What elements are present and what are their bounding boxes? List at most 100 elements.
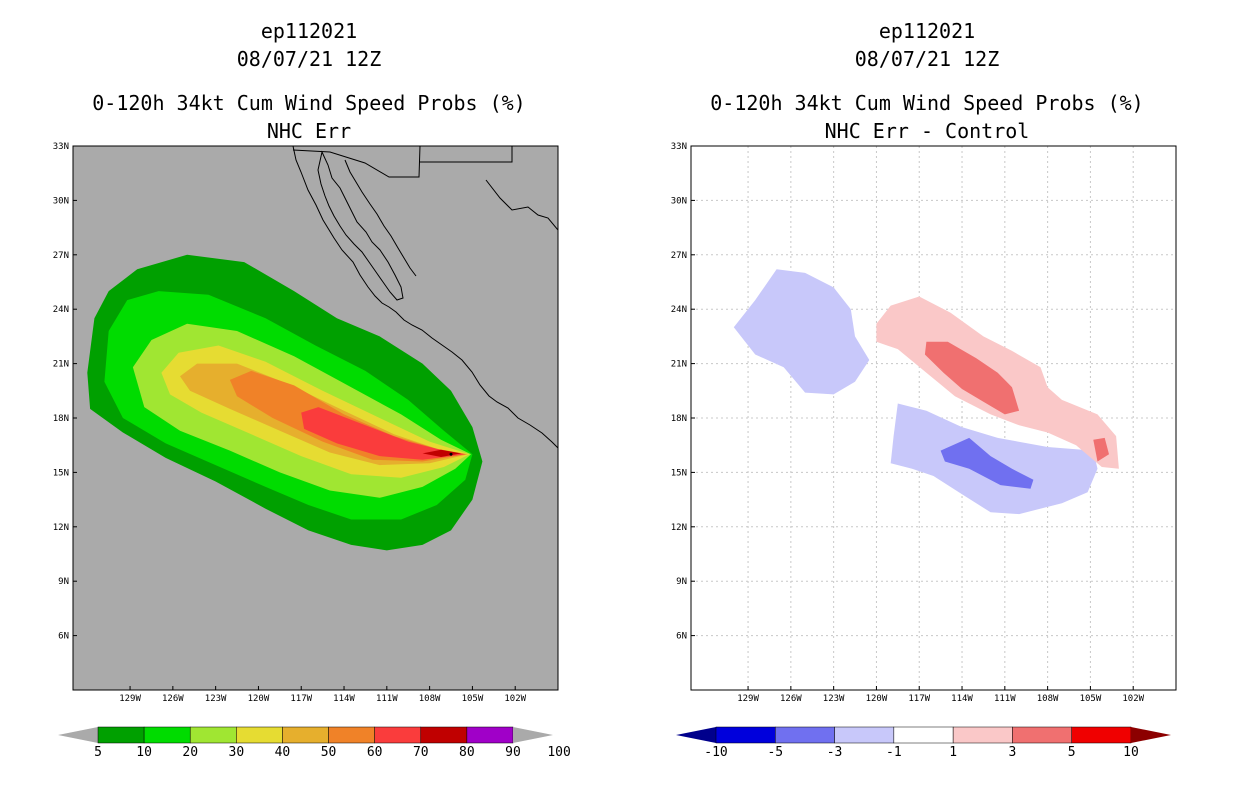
- right-x-tick-label: 111W: [994, 694, 1016, 704]
- right-colorbar-label: -3: [827, 745, 843, 760]
- left-colorbar-segment: [143, 726, 191, 744]
- right-x-tick-label: 126W: [780, 694, 802, 704]
- left-x-tick-label: 123W: [205, 694, 227, 704]
- left-y-axis-ticks: 33N 30N 27N 24N 21N 18N 15N 12N 9N 6N: [53, 142, 77, 642]
- left-y-tick-label: 24N: [53, 305, 69, 315]
- right-panel: ep112021 08/07/21 12Z 0-120h 34kt Cum Wi…: [671, 19, 1177, 760]
- left-colorbar-segment: [189, 726, 237, 744]
- right-y-tick-label: 15N: [671, 468, 687, 478]
- right-x-tick-label: 120W: [866, 694, 888, 704]
- right-y-tick-label: 30N: [671, 196, 687, 206]
- right-colorbar-label: 5: [1068, 745, 1076, 760]
- left-colorbar-label: 40: [275, 745, 291, 760]
- left-colorbar-over-triangle: [513, 727, 553, 743]
- left-colorbar-label: 50: [321, 745, 337, 760]
- left-colorbar-segment: [328, 726, 375, 744]
- left-x-tick-label: 105W: [462, 694, 484, 704]
- left-coast-texas: [485, 179, 558, 231]
- right-difference-fills: [733, 269, 1119, 515]
- left-y-tick-label: 9N: [58, 577, 69, 587]
- left-y-tick-label: 12N: [53, 523, 69, 533]
- right-colorbar-over-triangle: [1131, 727, 1171, 743]
- left-colorbar-segment: [466, 726, 514, 744]
- right-colorbar-segment: [893, 726, 954, 744]
- right-x-tick-label: 108W: [1037, 694, 1059, 704]
- left-storm-center-marker: [449, 452, 453, 456]
- left-colorbar-segment: [374, 726, 422, 744]
- right-subtitle: NHC Err - Control: [825, 119, 1030, 143]
- left-contour-70: [422, 449, 461, 457]
- right-contour--3: [940, 437, 1034, 489]
- right-y-tick-label: 12N: [671, 523, 687, 533]
- left-datetime: 08/07/21 12Z: [237, 47, 382, 71]
- right-y-tick-label: 9N: [676, 577, 687, 587]
- left-x-tick-label: 114W: [333, 694, 355, 704]
- left-x-axis-ticks: 129W 126W 123W 120W 117W 114W 111W 108W 105W 102W: [119, 686, 527, 704]
- left-y-tick-label: 21N: [53, 360, 69, 370]
- right-colorbar-label: 10: [1123, 745, 1139, 760]
- left-title: 0-120h 34kt Cum Wind Speed Probs (%): [92, 91, 525, 115]
- left-colorbar-label: 60: [367, 745, 383, 760]
- right-y-tick-label: 27N: [671, 251, 687, 261]
- left-x-tick-label: 102W: [504, 694, 526, 704]
- left-colorbar-label: 100: [547, 745, 570, 760]
- left-colorbar-label: 90: [505, 745, 521, 760]
- left-border-us-mexico: [292, 146, 513, 178]
- left-colorbar: 5 10 20 30 40 50 60 70 80 90 100: [58, 726, 571, 760]
- left-y-tick-label: 6N: [58, 632, 69, 642]
- left-colorbar-segment: [420, 726, 468, 744]
- left-colorbar-segment: [236, 726, 283, 744]
- right-colorbar: -10 -5 -3 -1 1 3 5 10: [676, 726, 1171, 760]
- left-x-tick-label: 126W: [162, 694, 184, 704]
- right-colorbar-segment: [1071, 726, 1132, 744]
- right-x-tick-label: 102W: [1122, 694, 1144, 704]
- left-x-tick-label: 117W: [290, 694, 312, 704]
- right-x-tick-label: 123W: [823, 694, 845, 704]
- right-x-axis-ticks: 129W 126W 123W 120W 117W 114W 111W 108W 105W 102W: [737, 686, 1145, 704]
- right-x-tick-label: 105W: [1080, 694, 1102, 704]
- left-storm-id: ep112021: [261, 19, 357, 43]
- left-y-tick-label: 30N: [53, 196, 69, 206]
- right-datetime: 08/07/21 12Z: [855, 47, 1000, 71]
- left-colorbar-segment: [97, 726, 145, 744]
- right-colorbar-label: 1: [949, 745, 957, 760]
- left-x-tick-label: 111W: [376, 694, 398, 704]
- left-y-tick-label: 18N: [53, 414, 69, 424]
- right-colorbar-segment: [775, 726, 835, 744]
- left-colorbar-label: 30: [229, 745, 245, 760]
- left-y-tick-label: 33N: [53, 142, 69, 152]
- left-coastline: [292, 146, 558, 449]
- left-panel: ep112021 08/07/21 12Z 0-120h 34kt Cum Wi…: [53, 19, 571, 760]
- right-colorbar-segment: [952, 726, 1013, 744]
- right-title: 0-120h 34kt Cum Wind Speed Probs (%): [710, 91, 1143, 115]
- left-x-tick-label: 120W: [248, 694, 270, 704]
- left-coast-gulf-inner: [344, 159, 417, 277]
- right-colorbar-segment: [834, 726, 895, 744]
- right-colorbar-under-triangle: [676, 727, 716, 743]
- left-coast-baja: [317, 150, 404, 301]
- right-y-axis-ticks: 33N 30N 27N 24N 21N 18N 15N 12N 9N 6N: [671, 142, 695, 642]
- left-contour-60: [301, 407, 466, 460]
- right-contour--1: [733, 269, 870, 395]
- left-subtitle: NHC Err: [267, 119, 351, 143]
- right-colorbar-label: -5: [767, 745, 783, 760]
- right-storm-id: ep112021: [879, 19, 975, 43]
- right-colorbar-segment: [715, 726, 776, 744]
- right-contour-3: [924, 341, 1020, 415]
- left-colorbar-label: 10: [136, 745, 152, 760]
- right-y-tick-label: 18N: [671, 414, 687, 424]
- left-x-tick-label: 108W: [419, 694, 441, 704]
- right-y-tick-label: 21N: [671, 360, 687, 370]
- right-y-tick-label: 6N: [676, 632, 687, 642]
- left-colorbar-segment: [282, 726, 329, 744]
- left-colorbar-label: 80: [459, 745, 475, 760]
- left-colorbar-label: 5: [94, 745, 102, 760]
- left-y-tick-label: 27N: [53, 251, 69, 261]
- right-colorbar-label: -1: [886, 745, 902, 760]
- right-x-tick-label: 114W: [951, 694, 973, 704]
- left-probability-fills: [87, 254, 483, 551]
- left-y-tick-label: 15N: [53, 468, 69, 478]
- right-colorbar-segment: [1012, 726, 1072, 744]
- left-contour-50: [229, 370, 467, 462]
